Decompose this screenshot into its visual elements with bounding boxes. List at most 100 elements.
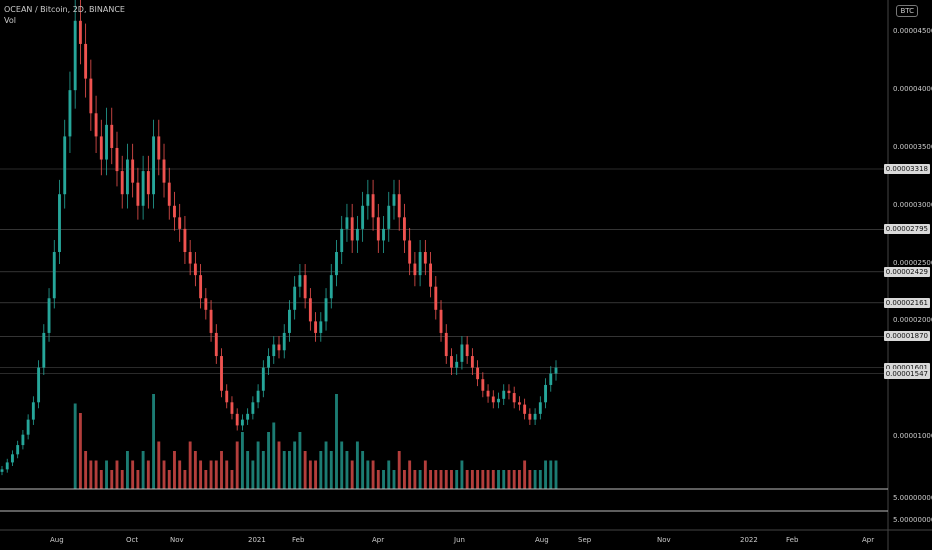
candle-body xyxy=(31,402,35,420)
volume-bar xyxy=(125,451,129,489)
candle-body xyxy=(450,356,453,368)
candle-body xyxy=(533,413,537,420)
volume-bar xyxy=(392,470,396,489)
candle-body xyxy=(329,275,333,299)
volume-bar xyxy=(376,470,380,489)
volume-bar xyxy=(99,470,103,489)
candle-body xyxy=(314,321,318,333)
lower-pane-tick-label: 5.00000000 xyxy=(893,516,932,524)
volume-bar xyxy=(523,460,527,489)
volume-bar xyxy=(199,460,203,489)
candle-body xyxy=(507,390,511,394)
volume-bar xyxy=(157,441,161,489)
volume-bar xyxy=(470,470,474,489)
volume-bar xyxy=(293,441,297,489)
volume-bar xyxy=(491,470,495,489)
candle-body xyxy=(402,217,406,241)
candle-body xyxy=(214,332,218,357)
level-price-label: 0.00001547 xyxy=(883,368,930,379)
candle-body xyxy=(246,413,250,420)
candle-body xyxy=(397,194,401,218)
candle-body xyxy=(282,332,286,351)
volume-bar xyxy=(371,460,375,489)
date-tick-label: Feb xyxy=(786,536,799,544)
volume-bar xyxy=(319,451,323,489)
volume-bar xyxy=(314,460,318,489)
candle-body xyxy=(549,373,553,385)
candle-body xyxy=(261,367,265,391)
volume-bar xyxy=(115,460,119,489)
candle-body xyxy=(68,90,72,137)
candle-body xyxy=(308,298,312,322)
volume-bar xyxy=(387,460,391,489)
volume-bar xyxy=(230,470,234,489)
date-tick-label: Aug xyxy=(535,536,549,544)
level-price-label: 0.00002795 xyxy=(883,224,930,235)
candle-body xyxy=(110,124,114,148)
volume-bar xyxy=(288,451,291,489)
candle-body xyxy=(528,413,532,420)
volume-bar xyxy=(554,460,558,489)
currency-badge[interactable]: BTC xyxy=(896,5,918,17)
volume-bar xyxy=(225,460,229,489)
volume-bar xyxy=(84,451,88,489)
volume-bar xyxy=(141,451,145,489)
volume-bar xyxy=(240,432,244,489)
candle-body xyxy=(345,217,349,229)
candle-body xyxy=(272,344,276,357)
volume-bar xyxy=(246,451,250,489)
volume-bar xyxy=(507,470,511,489)
candle-body xyxy=(26,419,30,435)
volume-bar xyxy=(538,470,542,489)
volume-bar xyxy=(136,470,140,489)
volume-bar xyxy=(73,403,77,489)
volume-bar xyxy=(220,451,223,489)
volume-bar xyxy=(256,441,260,489)
volume-bar xyxy=(350,460,354,489)
date-tick-label: Apr xyxy=(862,536,875,544)
volume-bar xyxy=(105,460,108,489)
candle-body xyxy=(491,396,495,403)
candle-body xyxy=(256,390,260,403)
price-tick-label: 0.00003500 xyxy=(893,142,932,151)
volume-bar xyxy=(282,451,286,489)
volume-bar xyxy=(465,470,469,489)
candle-body xyxy=(225,390,229,403)
legend-volume: Vol xyxy=(4,16,16,25)
candle-body xyxy=(293,286,297,310)
candle-body xyxy=(99,136,103,160)
candle-body xyxy=(366,194,370,206)
volume-bar xyxy=(146,460,150,489)
candle-body xyxy=(355,228,359,241)
volume-bar xyxy=(355,441,359,489)
volume-bar xyxy=(423,460,427,489)
candle-body xyxy=(131,159,135,183)
volume-bar xyxy=(476,470,480,489)
candle-body xyxy=(423,252,427,264)
candle-body xyxy=(476,367,480,380)
date-tick-label: Oct xyxy=(126,536,139,544)
volume-bar xyxy=(434,470,438,489)
candle-body xyxy=(52,252,56,299)
candle-body xyxy=(502,390,506,399)
candles xyxy=(0,0,558,476)
candle-body xyxy=(460,344,464,362)
candle-body xyxy=(544,384,547,403)
volume-bar xyxy=(549,460,553,489)
volume-bar xyxy=(324,441,328,489)
volume-bar xyxy=(497,470,500,489)
volume-bar xyxy=(178,460,182,489)
candle-body xyxy=(382,228,385,241)
candle-body xyxy=(418,252,422,276)
volume-bar xyxy=(533,470,537,489)
volume-bar xyxy=(544,460,547,489)
lower-pane-tick-label: 5.00000000 xyxy=(893,494,932,502)
level-price-label: 0.00002429 xyxy=(883,266,930,277)
candle-body xyxy=(220,356,223,391)
date-tick-label: Aug xyxy=(50,536,64,544)
candle-body xyxy=(251,402,255,414)
volume-bar xyxy=(193,451,197,489)
candle-body xyxy=(78,20,82,44)
candle-body xyxy=(455,361,459,368)
